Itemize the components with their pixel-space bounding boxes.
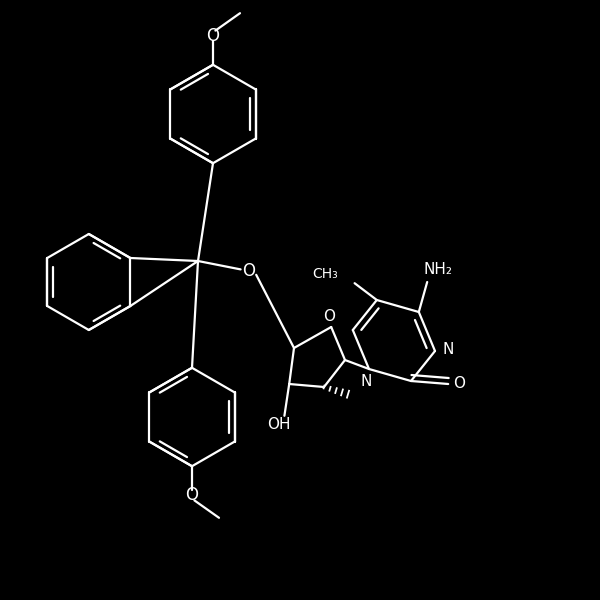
Text: O: O xyxy=(453,377,465,391)
Text: OH: OH xyxy=(266,418,290,432)
Text: O: O xyxy=(323,308,335,323)
Text: O: O xyxy=(185,486,199,504)
Text: N: N xyxy=(361,373,372,389)
Text: NH₂: NH₂ xyxy=(424,263,452,277)
Text: N: N xyxy=(443,342,454,357)
Text: CH₃: CH₃ xyxy=(312,266,338,281)
Text: O: O xyxy=(206,27,220,45)
Text: O: O xyxy=(242,262,256,280)
